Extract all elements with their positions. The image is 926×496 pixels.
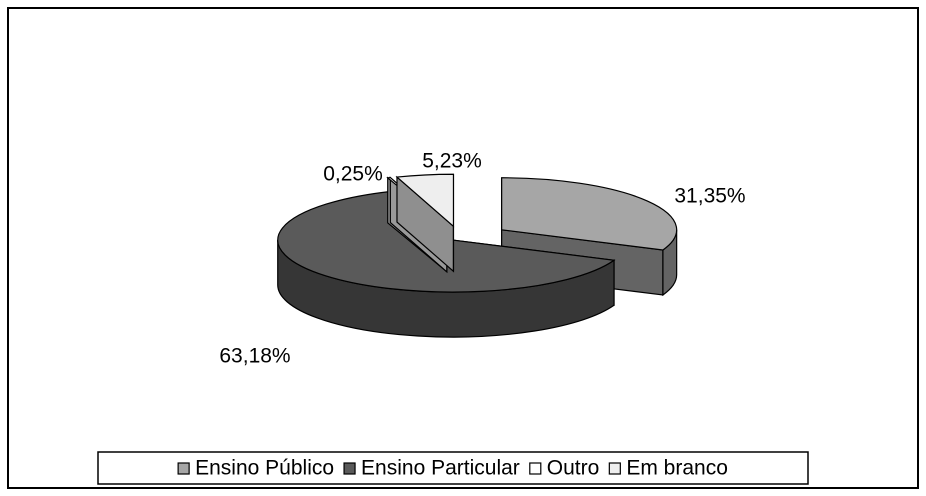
- data-label: 5,23%: [422, 150, 482, 173]
- data-label: 31,35%: [674, 185, 745, 208]
- slice-top: [501, 177, 678, 251]
- legend-label: Em branco: [626, 457, 728, 480]
- data-label: 63,18%: [219, 345, 290, 368]
- legend-swatch: [177, 462, 190, 475]
- legend-label: Ensino Particular: [361, 457, 520, 480]
- legend-swatch: [343, 462, 356, 475]
- legend-box: [97, 451, 809, 485]
- slice-top: [395, 173, 455, 228]
- legend-label: Outro: [547, 457, 600, 480]
- slice: [395, 173, 455, 273]
- legend-swatch: [608, 462, 621, 475]
- legend-swatch: [529, 462, 542, 475]
- data-label: 0,25%: [323, 163, 383, 186]
- legend-label: Ensino Público: [195, 457, 334, 480]
